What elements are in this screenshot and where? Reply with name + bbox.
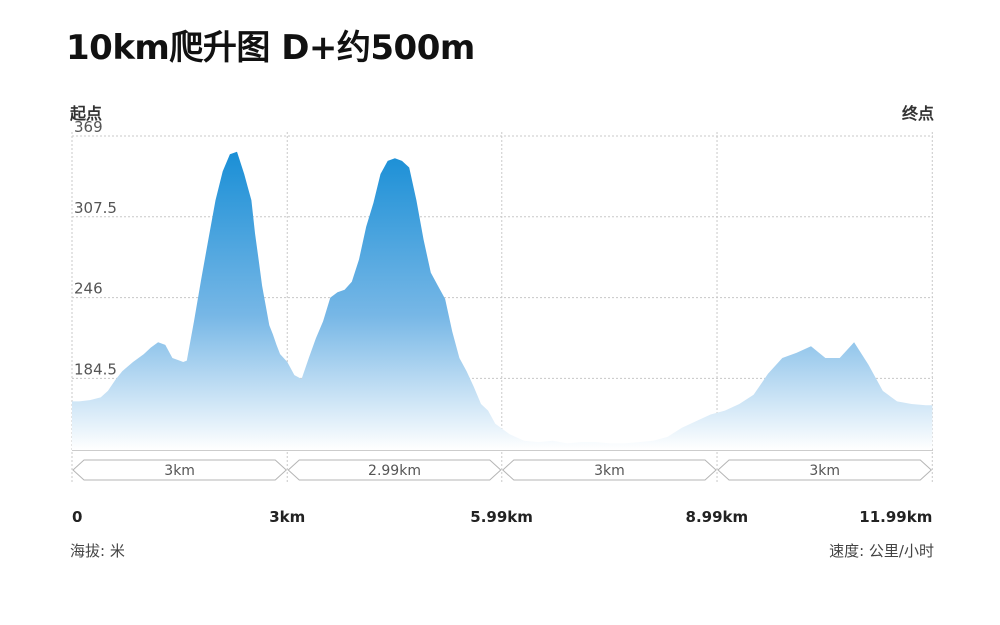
- distance-segment: [502, 459, 717, 481]
- x-tick-label: 5.99km: [470, 508, 533, 526]
- y-tick-label: 184.5: [74, 360, 117, 378]
- x-tick-label: 11.99km: [859, 508, 933, 526]
- distance-segment-label: 3km: [809, 463, 840, 479]
- start-point-label: 起点: [70, 104, 103, 123]
- elevation-area: [72, 151, 933, 450]
- y-tick-label: 307.5: [74, 199, 117, 217]
- end-point-label: 终点: [901, 104, 934, 123]
- chart-title: 10km爬升图 D+约500m: [66, 28, 475, 68]
- x-tick-label: 3km: [269, 508, 306, 526]
- y-tick-label: 246: [74, 280, 103, 298]
- distance-segment: [287, 459, 502, 481]
- distance-segment-label: 2.99km: [368, 463, 421, 479]
- distance-segment: [717, 459, 933, 481]
- distance-segment: [72, 459, 287, 481]
- distance-segment-label: 3km: [164, 463, 195, 479]
- y-tick-label: 369: [74, 118, 103, 136]
- x-tick-label: 8.99km: [685, 508, 749, 526]
- x-tick-label: 0: [72, 508, 83, 526]
- distance-segment-label: 3km: [594, 463, 625, 479]
- y-axis-unit-label: 海拔: 米: [70, 542, 125, 560]
- speed-unit-label: 速度: 公里/小时: [829, 542, 934, 560]
